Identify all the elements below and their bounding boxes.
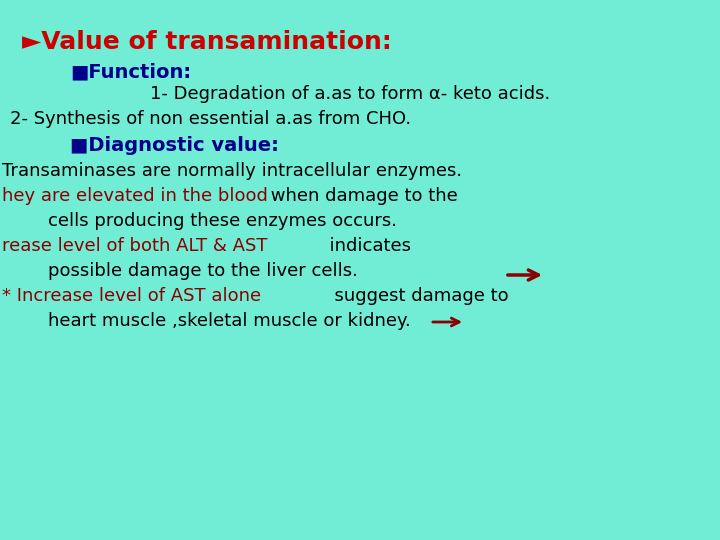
Text: rease level of both ALT & AST: rease level of both ALT & AST xyxy=(2,237,268,255)
Text: possible damage to the liver cells.: possible damage to the liver cells. xyxy=(2,262,358,280)
Text: cells producing these enzymes occurs.: cells producing these enzymes occurs. xyxy=(2,212,397,230)
Text: 1- Degradation of a.as to form α- keto acids.: 1- Degradation of a.as to form α- keto a… xyxy=(150,85,550,103)
Text: hey are elevated in the blood: hey are elevated in the blood xyxy=(2,187,268,205)
Text: Transaminases are normally intracellular enzymes.: Transaminases are normally intracellular… xyxy=(2,162,462,180)
Text: ■Function:: ■Function: xyxy=(70,62,191,81)
Text: when damage to the: when damage to the xyxy=(265,187,458,205)
Text: suggest damage to: suggest damage to xyxy=(300,287,508,305)
Text: heart muscle ,skeletal muscle or kidney.: heart muscle ,skeletal muscle or kidney. xyxy=(2,312,410,330)
Text: ►Value of transamination:: ►Value of transamination: xyxy=(22,30,392,54)
Text: * Increase level of AST alone: * Increase level of AST alone xyxy=(2,287,261,305)
Text: 2- Synthesis of non essential a.as from CHO.: 2- Synthesis of non essential a.as from … xyxy=(10,110,411,128)
Text: indicates: indicates xyxy=(295,237,411,255)
Text: ■Diagnostic value:: ■Diagnostic value: xyxy=(70,136,279,155)
